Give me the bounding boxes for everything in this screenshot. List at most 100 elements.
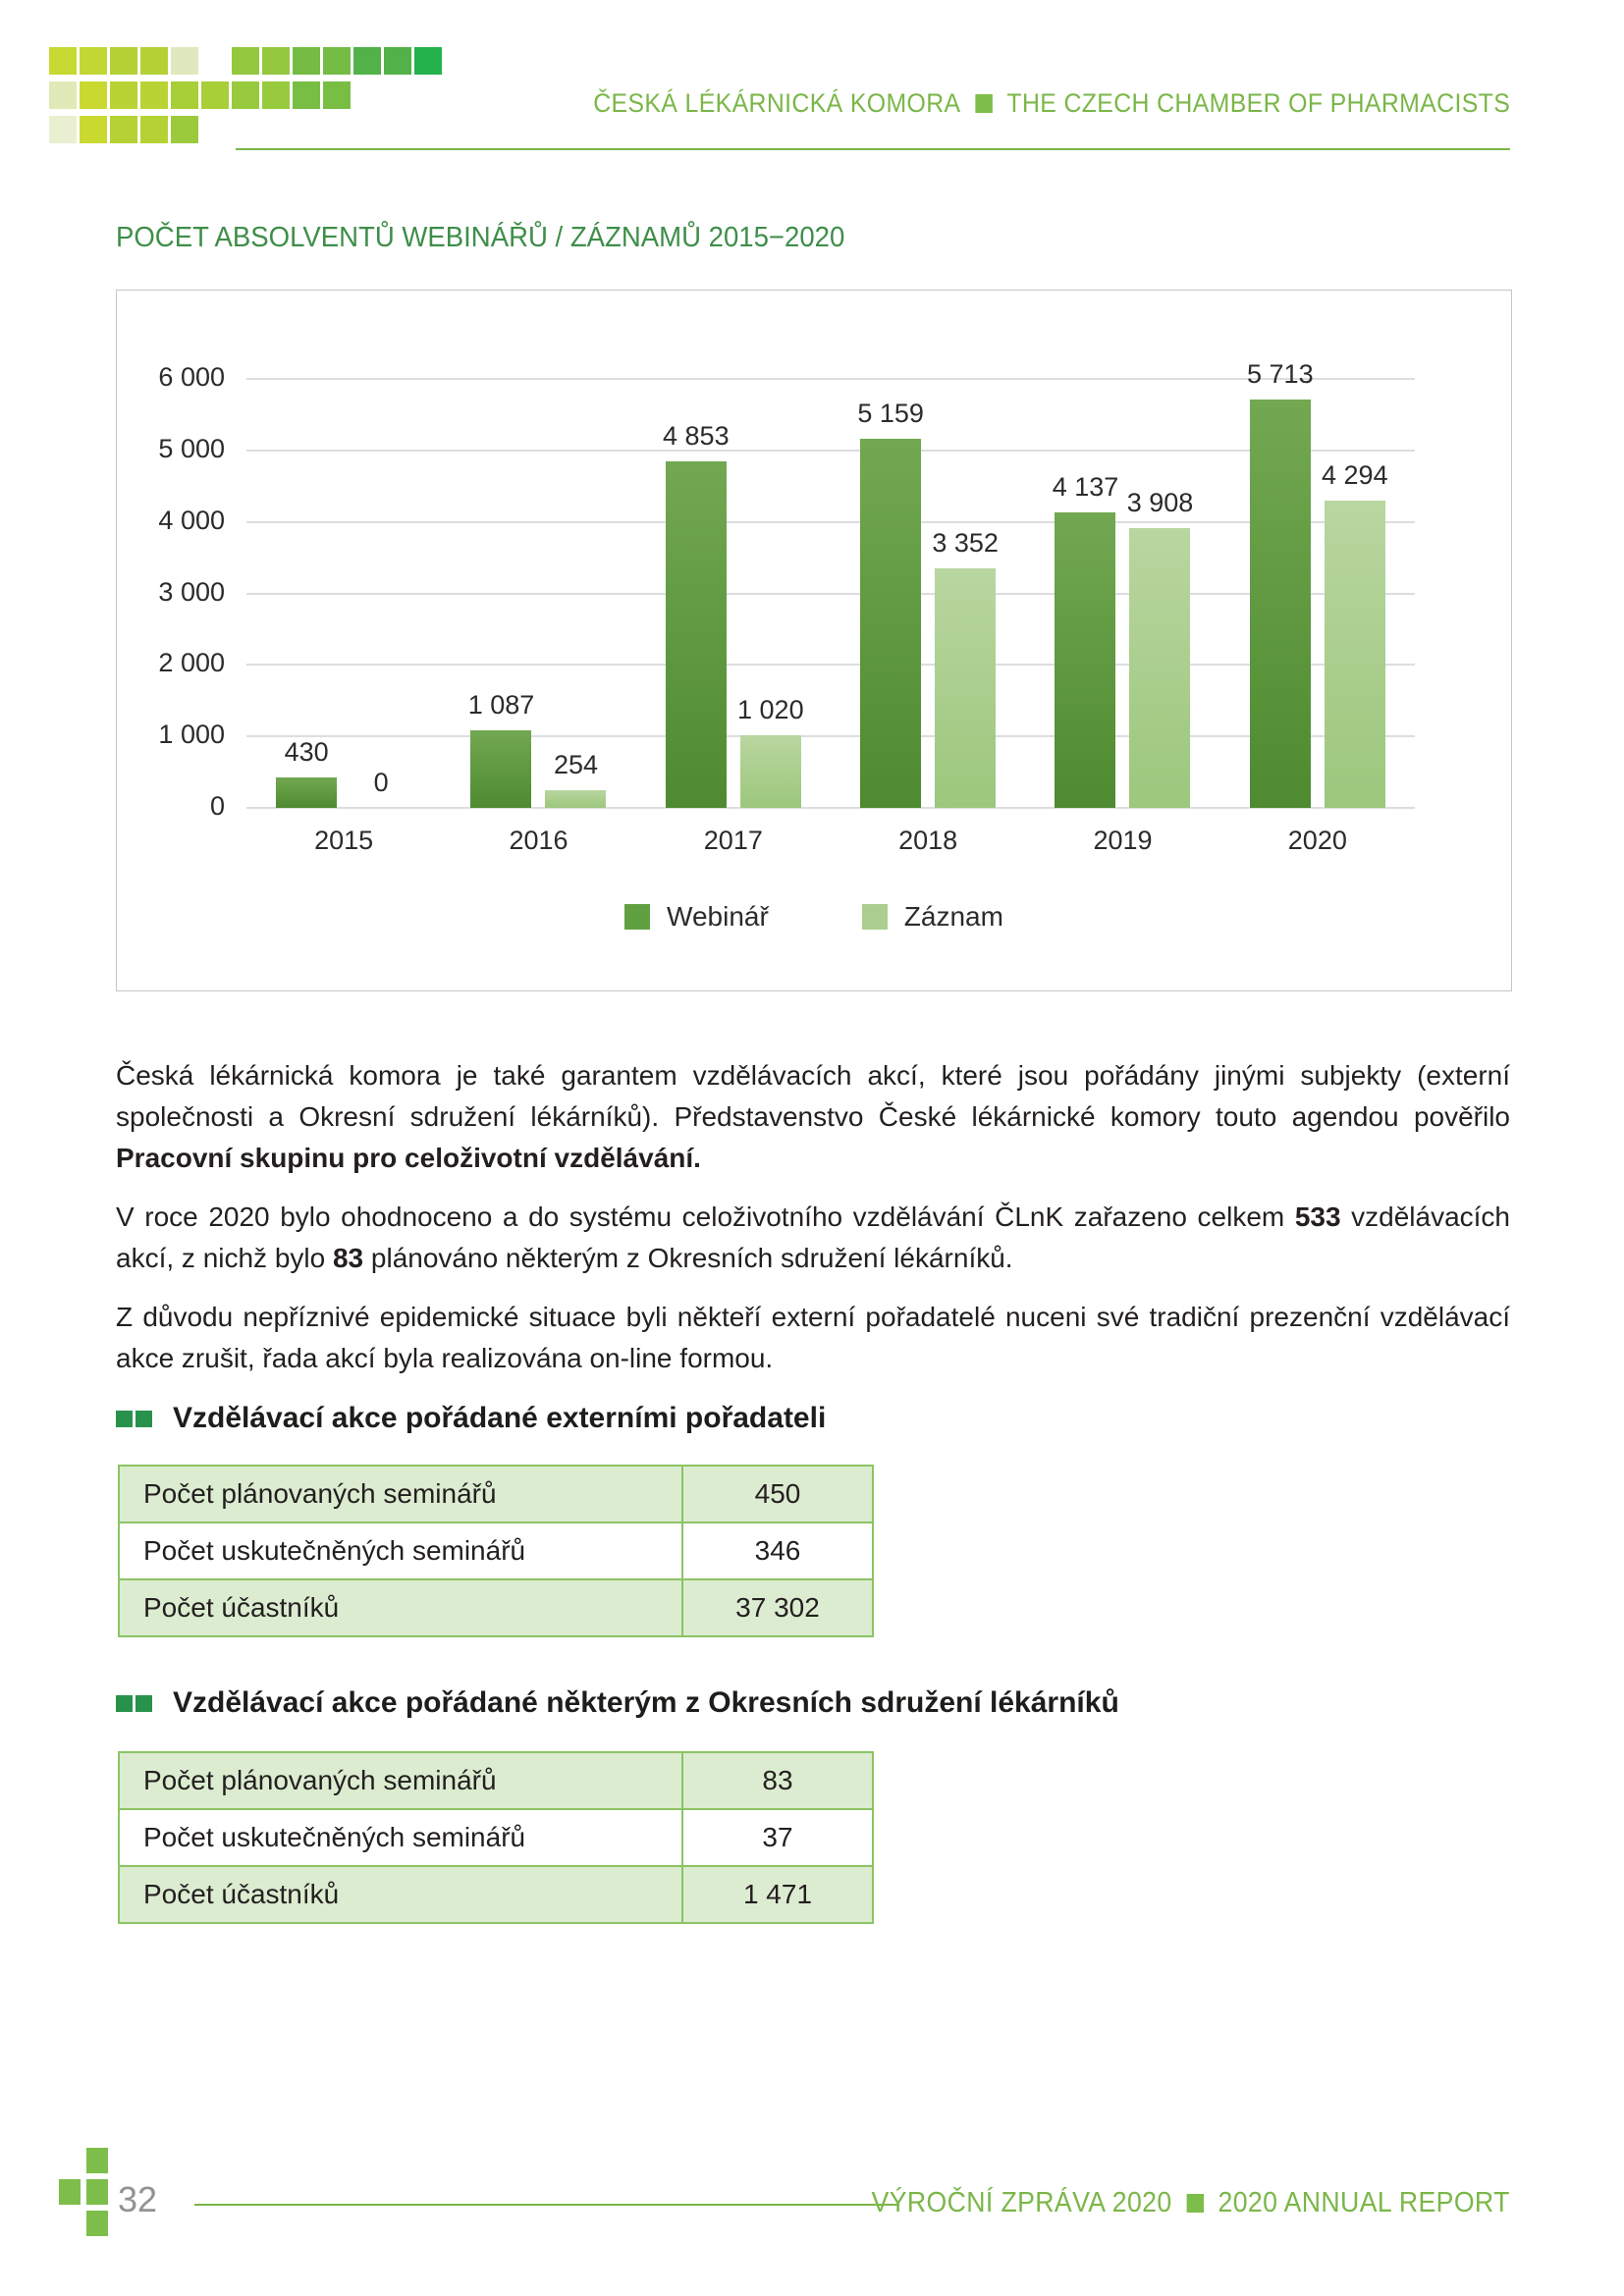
bar-wrap: 254 <box>545 750 607 808</box>
paragraph-1-bold: Pracovní skupinu pro celoživotní vzděláv… <box>116 1143 701 1173</box>
table-cell-label: Počet účastníků <box>118 1578 683 1637</box>
bar-value-label: 4 137 <box>1052 472 1119 502</box>
gridline <box>246 449 1415 452</box>
section-heading-district: Vzdělávací akce pořádané některým z Okre… <box>116 1686 1119 1720</box>
logo-mosaic-square-icon <box>49 47 77 75</box>
chart-legend: Webinář Záznam <box>117 901 1511 933</box>
logo-mosaic-square-icon <box>171 47 198 75</box>
x-axis-tick-label: 2018 <box>898 826 958 855</box>
table-cell-value: 450 <box>681 1465 874 1523</box>
logo-mosaic-square-icon <box>232 81 259 109</box>
table-cell-value: 1 471 <box>681 1865 874 1924</box>
legend-label-zaznam: Záznam <box>903 901 1003 932</box>
bar-value-label: 5 159 <box>857 399 924 428</box>
chart-plot: 430 0 2015 1 087 254 2016 4 853 1 020 2017 5 159 3… <box>246 359 1415 855</box>
table-cell-value: 37 <box>681 1808 874 1867</box>
gridline <box>246 520 1415 523</box>
bar-wrap: 3 908 <box>1127 488 1193 808</box>
y-axis-tick-label: 1 000 <box>158 720 225 750</box>
bar-group-2016: 1 087 254 <box>441 690 635 808</box>
bar-webinar-2019 <box>1055 512 1116 808</box>
heading-squares-icon <box>116 1410 152 1427</box>
bar-webinar-2015 <box>276 777 338 808</box>
table-cell-label: Počet plánovaných seminářů <box>118 1465 683 1523</box>
gridline <box>246 664 1415 667</box>
bar-zaznam-2016 <box>545 790 607 808</box>
heading-square-icon <box>116 1410 133 1427</box>
chart-y-axis: 0 1 000 2 000 3 000 4 000 5 000 6 000 <box>117 362 225 821</box>
logo-mosaic-square-icon <box>414 47 442 75</box>
footer-square-icon <box>59 2179 81 2205</box>
logo-mosaic-square-icon <box>323 47 351 75</box>
bar-wrap: 4 294 <box>1322 460 1388 808</box>
legend-label-webinar: Webinář <box>667 901 769 932</box>
header-title-en: THE CZECH CHAMBER OF PHARMACISTS <box>1006 88 1510 118</box>
section-heading-external: Vzdělávací akce pořádané externími pořad… <box>116 1402 826 1435</box>
bar-value-label: 0 <box>373 768 389 797</box>
paragraph-2-bold-533: 533 <box>1294 1201 1341 1232</box>
legend-item-webinar: Webinář <box>624 901 769 933</box>
bar-wrap: 1 020 <box>737 695 804 808</box>
bar-wrap: 430 <box>276 737 338 808</box>
header-separator-square-icon <box>975 94 993 114</box>
table-row: Počet plánovaných seminářů 450 <box>118 1465 874 1523</box>
logo-mosaic-square-icon <box>80 116 107 143</box>
table-row: Počet plánovaných seminářů 83 <box>118 1751 874 1810</box>
bar-zaznam-2019 <box>1129 528 1191 808</box>
table-cell-value: 83 <box>681 1751 874 1810</box>
table-cell-label: Počet uskutečněných seminářů <box>118 1808 683 1867</box>
heading-square-icon <box>116 1694 133 1712</box>
footer-square-icon <box>86 2211 108 2236</box>
logo-mosaic-square-icon <box>80 81 107 109</box>
bar-value-label: 4 294 <box>1322 460 1388 490</box>
bar-chart: 0 1 000 2 000 3 000 4 000 5 000 6 000 430 0 2015… <box>116 290 1512 991</box>
y-axis-tick-label: 0 <box>209 791 225 821</box>
logo-mosaic-square-icon <box>323 81 351 109</box>
table-district-associations: Počet plánovaných seminářů 83 Počet usku… <box>118 1751 874 1924</box>
x-axis-tick-label: 2017 <box>703 826 763 855</box>
bar-zaznam-2020 <box>1324 501 1385 808</box>
x-axis-tick-label: 2015 <box>314 826 374 855</box>
footer-title-cs: VÝROČNÍ ZPRÁVA 2020 <box>871 2187 1172 2218</box>
paragraph-2-bold-83: 83 <box>332 1243 364 1273</box>
logo-mosaic-square-icon <box>171 81 198 109</box>
logo-mosaic-square-icon <box>293 81 320 109</box>
bar-webinar-2018 <box>860 439 922 808</box>
table-cell-label: Počet plánovaných seminářů <box>118 1751 683 1810</box>
bar-group-2017: 4 853 1 020 <box>636 421 831 808</box>
page-footer: VÝROČNÍ ZPRÁVA 2020 2020 ANNUAL REPORT <box>872 2187 1510 2219</box>
gridline <box>246 378 1415 380</box>
bar-group-2018: 5 159 3 352 <box>831 399 1025 808</box>
bar-wrap: 3 352 <box>932 528 999 808</box>
logo-mosaic-square-icon <box>49 81 77 109</box>
footer-square-icon <box>86 2148 108 2173</box>
y-axis-tick-label: 4 000 <box>158 505 225 535</box>
table-cell-label: Počet účastníků <box>118 1865 683 1924</box>
logo-mosaic-square-icon <box>140 116 168 143</box>
bar-group-2015: 430 0 <box>246 737 441 808</box>
body-text: Česká lékárnická komora je také garantem… <box>116 1055 1510 1397</box>
section-heading-external-text: Vzdělávací akce pořádané externími pořad… <box>173 1402 827 1434</box>
header-title-cs: ČESKÁ LÉKÁRNICKÁ KOMORA <box>593 88 961 118</box>
logo-mosaic-square-icon <box>110 81 137 109</box>
paragraph-2: V roce 2020 bylo ohodnoceno a do systému… <box>116 1197 1510 1279</box>
y-axis-tick-label: 6 000 <box>158 362 225 392</box>
gridline <box>246 592 1415 595</box>
table-cell-value: 37 302 <box>681 1578 874 1637</box>
y-axis-tick-label: 5 000 <box>158 433 225 463</box>
legend-swatch-zaznam <box>861 904 888 930</box>
table-row: Počet uskutečněných seminářů 37 <box>118 1808 874 1867</box>
y-axis-tick-label: 3 000 <box>158 576 225 607</box>
header-rule <box>236 148 1510 150</box>
bar-wrap: 4 137 <box>1053 472 1118 808</box>
bar-webinar-2020 <box>1249 400 1311 808</box>
footer-separator-square-icon <box>1186 2193 1205 2213</box>
logo-mosaic-square-icon <box>293 47 320 75</box>
legend-swatch-webinar <box>624 904 651 930</box>
bar-wrap: 5 713 <box>1247 359 1314 808</box>
bar-group-2020: 5 713 4 294 <box>1220 359 1415 808</box>
footer-title-en: 2020 ANNUAL REPORT <box>1218 2187 1510 2218</box>
bar-zaznam-2017 <box>739 735 801 808</box>
table-row: Počet účastníků 37 302 <box>118 1578 874 1637</box>
logo-mosaic-square-icon <box>232 47 259 75</box>
